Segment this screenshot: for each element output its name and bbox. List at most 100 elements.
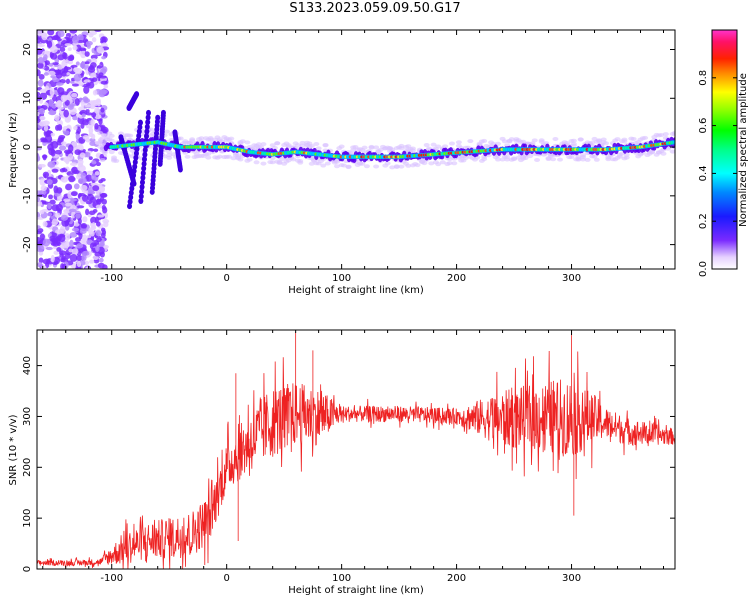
- x-tick-label: 0: [223, 273, 229, 284]
- spectrogram-halo: [545, 157, 552, 162]
- spectrogram-y-label: Frequency (Hz): [8, 112, 19, 188]
- spectrogram-halo: [297, 158, 304, 163]
- spectrogram-speckle: [64, 43, 72, 47]
- spectrogram-speckle: [97, 65, 103, 69]
- spectrogram-speckle: [41, 32, 48, 41]
- x-tick-label: 300: [562, 573, 581, 584]
- spectrogram-halo: [580, 153, 587, 158]
- spectrogram-halo: [274, 141, 281, 146]
- spectrogram-speckle: [55, 82, 64, 86]
- spectrogram-halo: [108, 150, 115, 155]
- spectrogram-speckle: [69, 239, 74, 248]
- spectrogram-speckle: [48, 194, 53, 200]
- spectrogram-halo: [260, 142, 267, 147]
- spectrogram-speckle: [50, 53, 58, 60]
- spectrogram-streak: [138, 193, 144, 200]
- snr-y-axis: 0 100 200 300 400: [22, 356, 675, 572]
- spectrogram-speckle: [88, 100, 96, 104]
- spectrogram-speckle: [96, 46, 105, 54]
- x-tick-label: 300: [562, 273, 581, 284]
- spectrogram-speckle: [90, 118, 95, 127]
- spectrogram-halo: [398, 143, 405, 148]
- spectrogram-speckle: [37, 37, 41, 44]
- spectrogram-halo: [662, 132, 669, 137]
- colorbar-gradient: [711, 29, 738, 270]
- spectrogram-speckle: [65, 78, 71, 85]
- spectrogram-halo: [363, 164, 370, 169]
- spectrogram-speckle: [39, 115, 46, 121]
- snr-x-label: Height of straight line (km): [288, 585, 424, 596]
- spectrogram-speckle: [65, 202, 72, 207]
- spectrogram-speckle: [92, 255, 99, 261]
- spectrogram-speckle: [72, 35, 80, 44]
- spectrogram-speckle: [68, 175, 76, 183]
- spectrogram-streak: [135, 137, 141, 144]
- spectrogram-halo: [451, 161, 458, 166]
- spectrogram-speckle: [47, 70, 56, 76]
- spectrogram-speckle: [38, 257, 44, 264]
- spectrogram-halo: [108, 133, 115, 138]
- spectrogram-halo: [322, 143, 329, 148]
- spectrogram-streak: [157, 160, 163, 167]
- spectrogram-speckle: [85, 208, 90, 216]
- spectrogram-speckle: [66, 96, 72, 101]
- spectrogram-speckle: [37, 79, 44, 87]
- spectrogram-halo: [529, 141, 536, 146]
- spectrogram-speckle: [92, 208, 98, 213]
- spectrogram-halo: [278, 157, 285, 162]
- spectrogram-halo: [373, 145, 380, 150]
- spectrogram-speckle: [86, 239, 93, 245]
- colorbar-tick-label: 0.2: [698, 213, 709, 229]
- spectrogram-speckle: [91, 112, 97, 118]
- spectrogram-halo: [113, 158, 120, 163]
- spectrogram-halo: [377, 147, 384, 152]
- spectrogram-speckle: [81, 194, 89, 202]
- spectrogram-streak: [140, 170, 146, 177]
- spectrogram-speckle: [86, 43, 91, 49]
- spectrogram-speckle: [61, 60, 68, 68]
- spectrogram-streak: [140, 174, 146, 181]
- spectrogram-speckle: [84, 51, 90, 57]
- snr-series-line: [37, 330, 675, 569]
- spectrogram-speckle: [68, 208, 77, 213]
- spectrogram-speckle: [90, 72, 97, 79]
- spectrogram-halo: [228, 136, 235, 141]
- spectrogram-halo: [584, 157, 591, 162]
- spectrogram-halo: [198, 136, 205, 141]
- spectrogram-halo: [340, 163, 347, 168]
- y-tick-label: 20: [22, 43, 33, 56]
- spectrogram-speckle: [53, 250, 60, 255]
- spectrogram-speckle: [64, 99, 70, 106]
- spectrogram-speckle: [67, 47, 72, 52]
- spectrogram-halo: [294, 143, 301, 148]
- spectrogram-speckle: [54, 114, 60, 122]
- spectrogram-speckle: [81, 113, 86, 118]
- spectrogram-speckle: [71, 83, 79, 87]
- spectrogram-streak: [139, 188, 145, 195]
- spectrogram-speckle: [76, 243, 84, 249]
- spectrogram-streak: [141, 160, 147, 167]
- spectrogram-streak: [145, 114, 151, 121]
- spectrogram-halo: [177, 136, 184, 141]
- spectrogram-speckle: [38, 108, 45, 115]
- spectrogram-halo: [361, 145, 368, 150]
- spectrogram-halo: [244, 140, 251, 145]
- spectrogram-speckle: [54, 149, 63, 155]
- spectrogram-halo: [315, 146, 322, 151]
- spectrogram-speckle: [85, 137, 90, 143]
- spectrogram-halo: [577, 137, 584, 142]
- spectrogram-streak: [134, 91, 140, 98]
- spectrogram-halo: [465, 145, 472, 150]
- spectrogram-speckle: [38, 121, 47, 127]
- spectrogram-speckle: [99, 240, 105, 248]
- spectrogram-speckle: [76, 266, 82, 269]
- spectrogram-speckle: [91, 77, 98, 82]
- spectrogram-halo: [511, 157, 518, 162]
- spectrogram-halo: [504, 157, 511, 162]
- spectrogram-halo: [393, 164, 400, 169]
- spectrogram-halo: [430, 142, 437, 147]
- spectrogram-halo: [359, 161, 366, 166]
- spectrogram-speckle: [37, 200, 43, 207]
- spectrogram-speckle: [53, 185, 59, 194]
